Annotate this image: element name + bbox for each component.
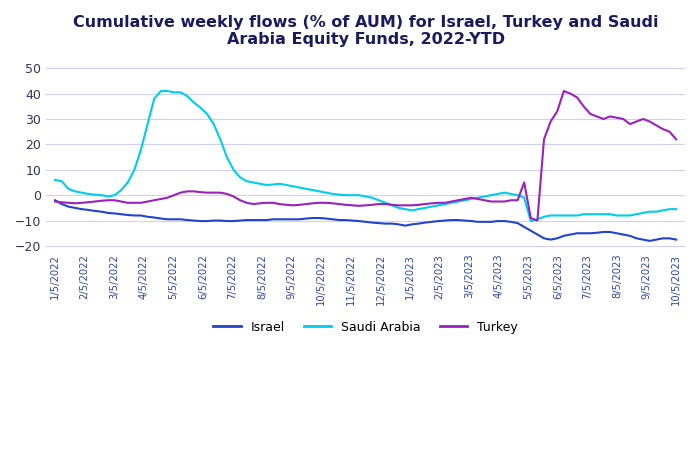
Title: Cumulative weekly flows (% of AUM) for Israel, Turkey and Saudi
Arabia Equity Fu: Cumulative weekly flows (% of AUM) for I… xyxy=(73,15,659,47)
Legend: Israel, Saudi Arabia, Turkey: Israel, Saudi Arabia, Turkey xyxy=(209,316,523,338)
